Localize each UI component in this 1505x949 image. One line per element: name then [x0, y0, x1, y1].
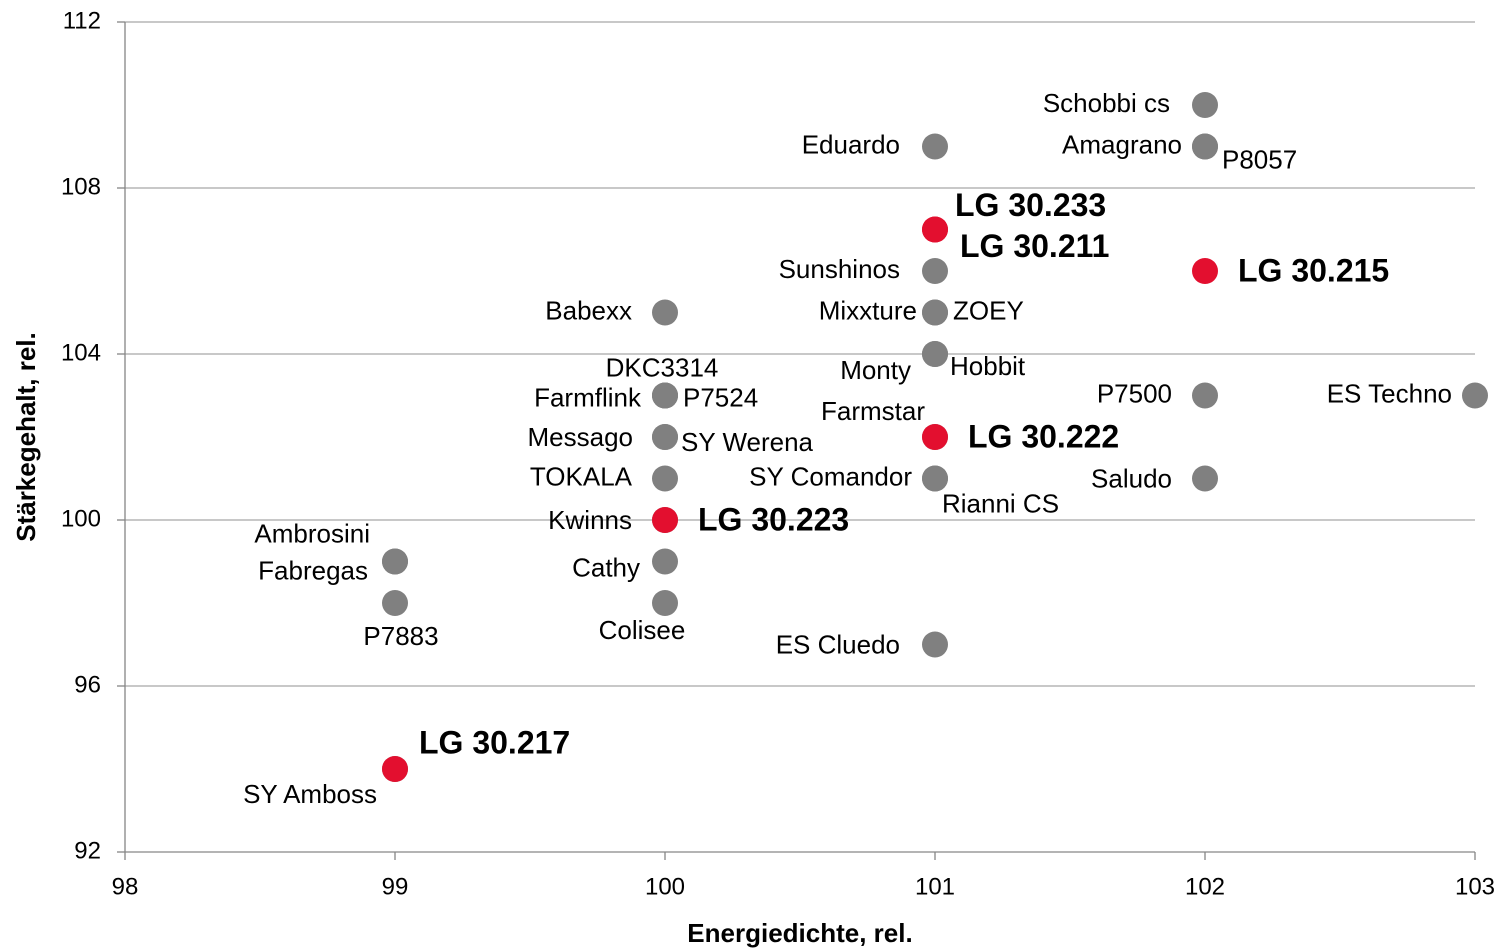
point-label: SY Amboss: [243, 779, 377, 809]
point: [382, 590, 408, 616]
point-label: Farmstar: [821, 396, 925, 426]
point-label: LG 30.217: [419, 724, 570, 760]
x-axis-title: Energiedichte, rel.: [687, 918, 912, 948]
point-label: Schobbi cs: [1043, 88, 1170, 118]
point-label: Cathy: [572, 552, 640, 582]
y-tick-label: 108: [61, 173, 101, 200]
point-label: LG 30.215: [1238, 252, 1389, 288]
point: [922, 341, 948, 367]
y-tick-label: 96: [74, 671, 101, 698]
point: [922, 631, 948, 658]
point-label: Messago: [528, 422, 634, 452]
point: [1192, 92, 1218, 118]
point: [1192, 465, 1218, 492]
point-label: P7883: [363, 621, 438, 651]
point-label: ES Cluedo: [776, 629, 900, 659]
point-label: Monty: [840, 355, 911, 385]
x-tick-label: 101: [915, 873, 955, 900]
x-tick-label: 103: [1455, 873, 1495, 900]
point-label: SY Comandor: [749, 461, 912, 491]
point-label: Kwinns: [548, 505, 632, 535]
point-label: TOKALA: [530, 461, 633, 491]
point-label: LG 30.233: [955, 187, 1106, 223]
point: [652, 548, 678, 575]
y-axis-title: Stärkegehalt, rel.: [11, 332, 41, 542]
point: [652, 590, 678, 616]
point: [922, 465, 948, 492]
point: [922, 299, 948, 326]
point-label: ZOEY: [953, 295, 1024, 325]
point: [1192, 382, 1218, 409]
point: [652, 299, 678, 326]
point: [652, 465, 678, 492]
point: [1462, 382, 1488, 409]
point-label: Colisee: [599, 615, 686, 645]
x-tick-label: 100: [645, 873, 685, 900]
point-label: P7500: [1097, 378, 1172, 408]
y-tick-label: 100: [61, 505, 101, 532]
y-tick-label: 104: [61, 339, 101, 366]
point-label: LG 30.222: [968, 418, 1119, 454]
point: [652, 507, 678, 533]
x-tick-label: 102: [1185, 873, 1225, 900]
point-label: Sunshinos: [779, 254, 900, 284]
point-label: Amagrano: [1062, 129, 1182, 159]
point: [922, 258, 948, 284]
point: [922, 216, 948, 243]
point-label: LG 30.211: [960, 228, 1109, 264]
x-tick-label: 98: [112, 873, 139, 900]
point-label: Mixxture: [819, 295, 917, 325]
point-label: Babexx: [545, 295, 632, 325]
point-label: Farmflink: [534, 382, 642, 412]
point: [382, 548, 408, 575]
point: [652, 382, 678, 409]
point-label: P7524: [683, 382, 758, 412]
point-label: DKC3314: [606, 352, 719, 382]
x-tick-label: 99: [382, 873, 409, 900]
point-label: Saludo: [1091, 463, 1172, 493]
point-label: Hobbit: [950, 351, 1026, 381]
y-tick-label: 112: [63, 7, 101, 34]
point: [922, 424, 948, 450]
point-label: Ambrosini: [254, 518, 370, 548]
point-label: SY Werena: [681, 427, 814, 457]
point: [922, 133, 948, 160]
point: [382, 756, 408, 782]
point-label: Rianni CS: [942, 488, 1059, 518]
point-label: Fabregas: [258, 555, 368, 585]
point-label: LG 30.223: [698, 501, 849, 537]
y-tick-label: 92: [74, 837, 101, 864]
point: [652, 424, 678, 450]
point-label: Eduardo: [802, 129, 900, 159]
point-label: P8057: [1222, 144, 1297, 174]
point-label: ES Techno: [1327, 378, 1452, 408]
point: [1192, 133, 1218, 160]
point: [1192, 258, 1218, 284]
